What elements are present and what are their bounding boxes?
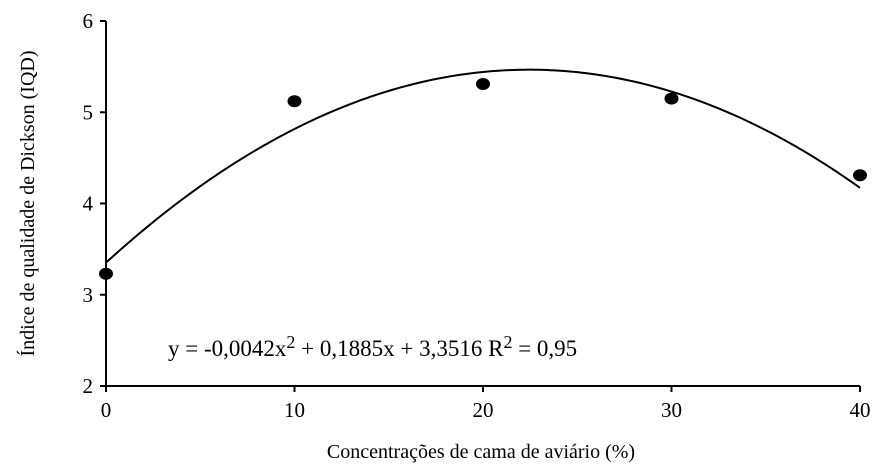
axes	[105, 21, 860, 387]
equation-middle: + 0,1885x + 3,3516 R	[295, 336, 504, 361]
y-tick-label: 5	[83, 100, 94, 124]
x-tick-label: 30	[661, 398, 682, 422]
equation-lhs: y = -0,0042x	[168, 336, 287, 361]
x-tick-label: 20	[473, 398, 494, 422]
x-tick-label: 10	[284, 398, 305, 422]
y-tick-label: 3	[83, 283, 94, 307]
y-axis-title: Índice de qualidade de Dickson (IQD)	[16, 51, 39, 357]
equation-exponent-x: 2	[286, 332, 295, 352]
trendline	[105, 68, 861, 264]
x-tick-label: 0	[101, 398, 112, 422]
y-tick-label: 6	[83, 9, 94, 33]
ticks: 2 3 4 5 6 0 10 20 30 40	[83, 9, 871, 422]
y-tick-label: 2	[83, 374, 94, 398]
data-point	[99, 267, 113, 280]
data-point	[853, 169, 867, 182]
data-points	[99, 77, 867, 280]
data-point	[476, 77, 490, 90]
equation-exponent-r: 2	[503, 332, 512, 352]
x-axis-title: Concentrações de cama de aviário (%)	[327, 441, 635, 463]
data-point	[664, 92, 679, 105]
x-tick-label: 40	[850, 398, 871, 422]
data-point	[287, 95, 302, 108]
y-tick-label: 4	[83, 192, 94, 216]
equation-r2: = 0,95	[512, 336, 577, 361]
regression-equation: y = -0,0042x2 + 0,1885x + 3,3516 R2 = 0,…	[168, 332, 577, 361]
